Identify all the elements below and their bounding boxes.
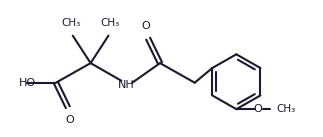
Text: CH₃: CH₃ bbox=[61, 18, 80, 28]
Text: O: O bbox=[66, 115, 74, 125]
Text: CH₃: CH₃ bbox=[276, 104, 295, 114]
Text: O: O bbox=[254, 104, 263, 114]
Text: O: O bbox=[142, 21, 151, 31]
Text: NH: NH bbox=[118, 80, 135, 90]
Text: HO: HO bbox=[19, 78, 36, 88]
Text: CH₃: CH₃ bbox=[101, 18, 120, 28]
